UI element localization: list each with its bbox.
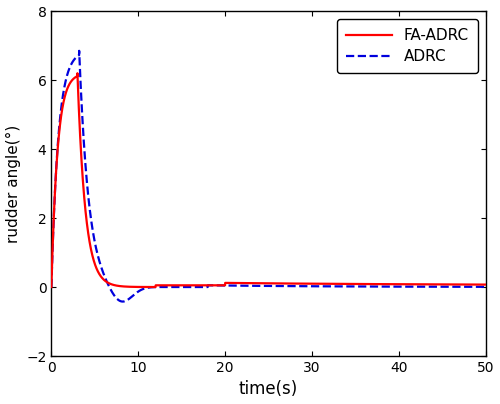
Line: ADRC: ADRC — [52, 51, 486, 301]
FA-ADRC — [48, 284, 54, 289]
ADRC — [74, 54, 80, 59]
FA-ADRC — [66, 82, 72, 87]
ADRC — [48, 284, 54, 289]
ADRC — [66, 66, 72, 71]
ADRC — [460, 284, 466, 289]
FA-ADRC — [482, 282, 488, 287]
ADRC — [76, 48, 82, 53]
FA-ADRC — [134, 284, 140, 289]
ADRC — [482, 284, 488, 289]
FA-ADRC — [460, 282, 466, 287]
Line: FA-ADRC: FA-ADRC — [52, 73, 486, 287]
FA-ADRC — [50, 226, 56, 231]
FA-ADRC — [260, 281, 266, 286]
ADRC — [50, 227, 56, 231]
Y-axis label: rudder angle(°): rudder angle(°) — [6, 124, 20, 243]
X-axis label: time(s): time(s) — [239, 381, 298, 398]
FA-ADRC — [74, 71, 80, 76]
FA-ADRC — [74, 74, 80, 78]
ADRC — [120, 299, 126, 304]
ADRC — [134, 290, 140, 295]
ADRC — [261, 284, 267, 288]
Legend: FA-ADRC, ADRC: FA-ADRC, ADRC — [336, 19, 478, 73]
